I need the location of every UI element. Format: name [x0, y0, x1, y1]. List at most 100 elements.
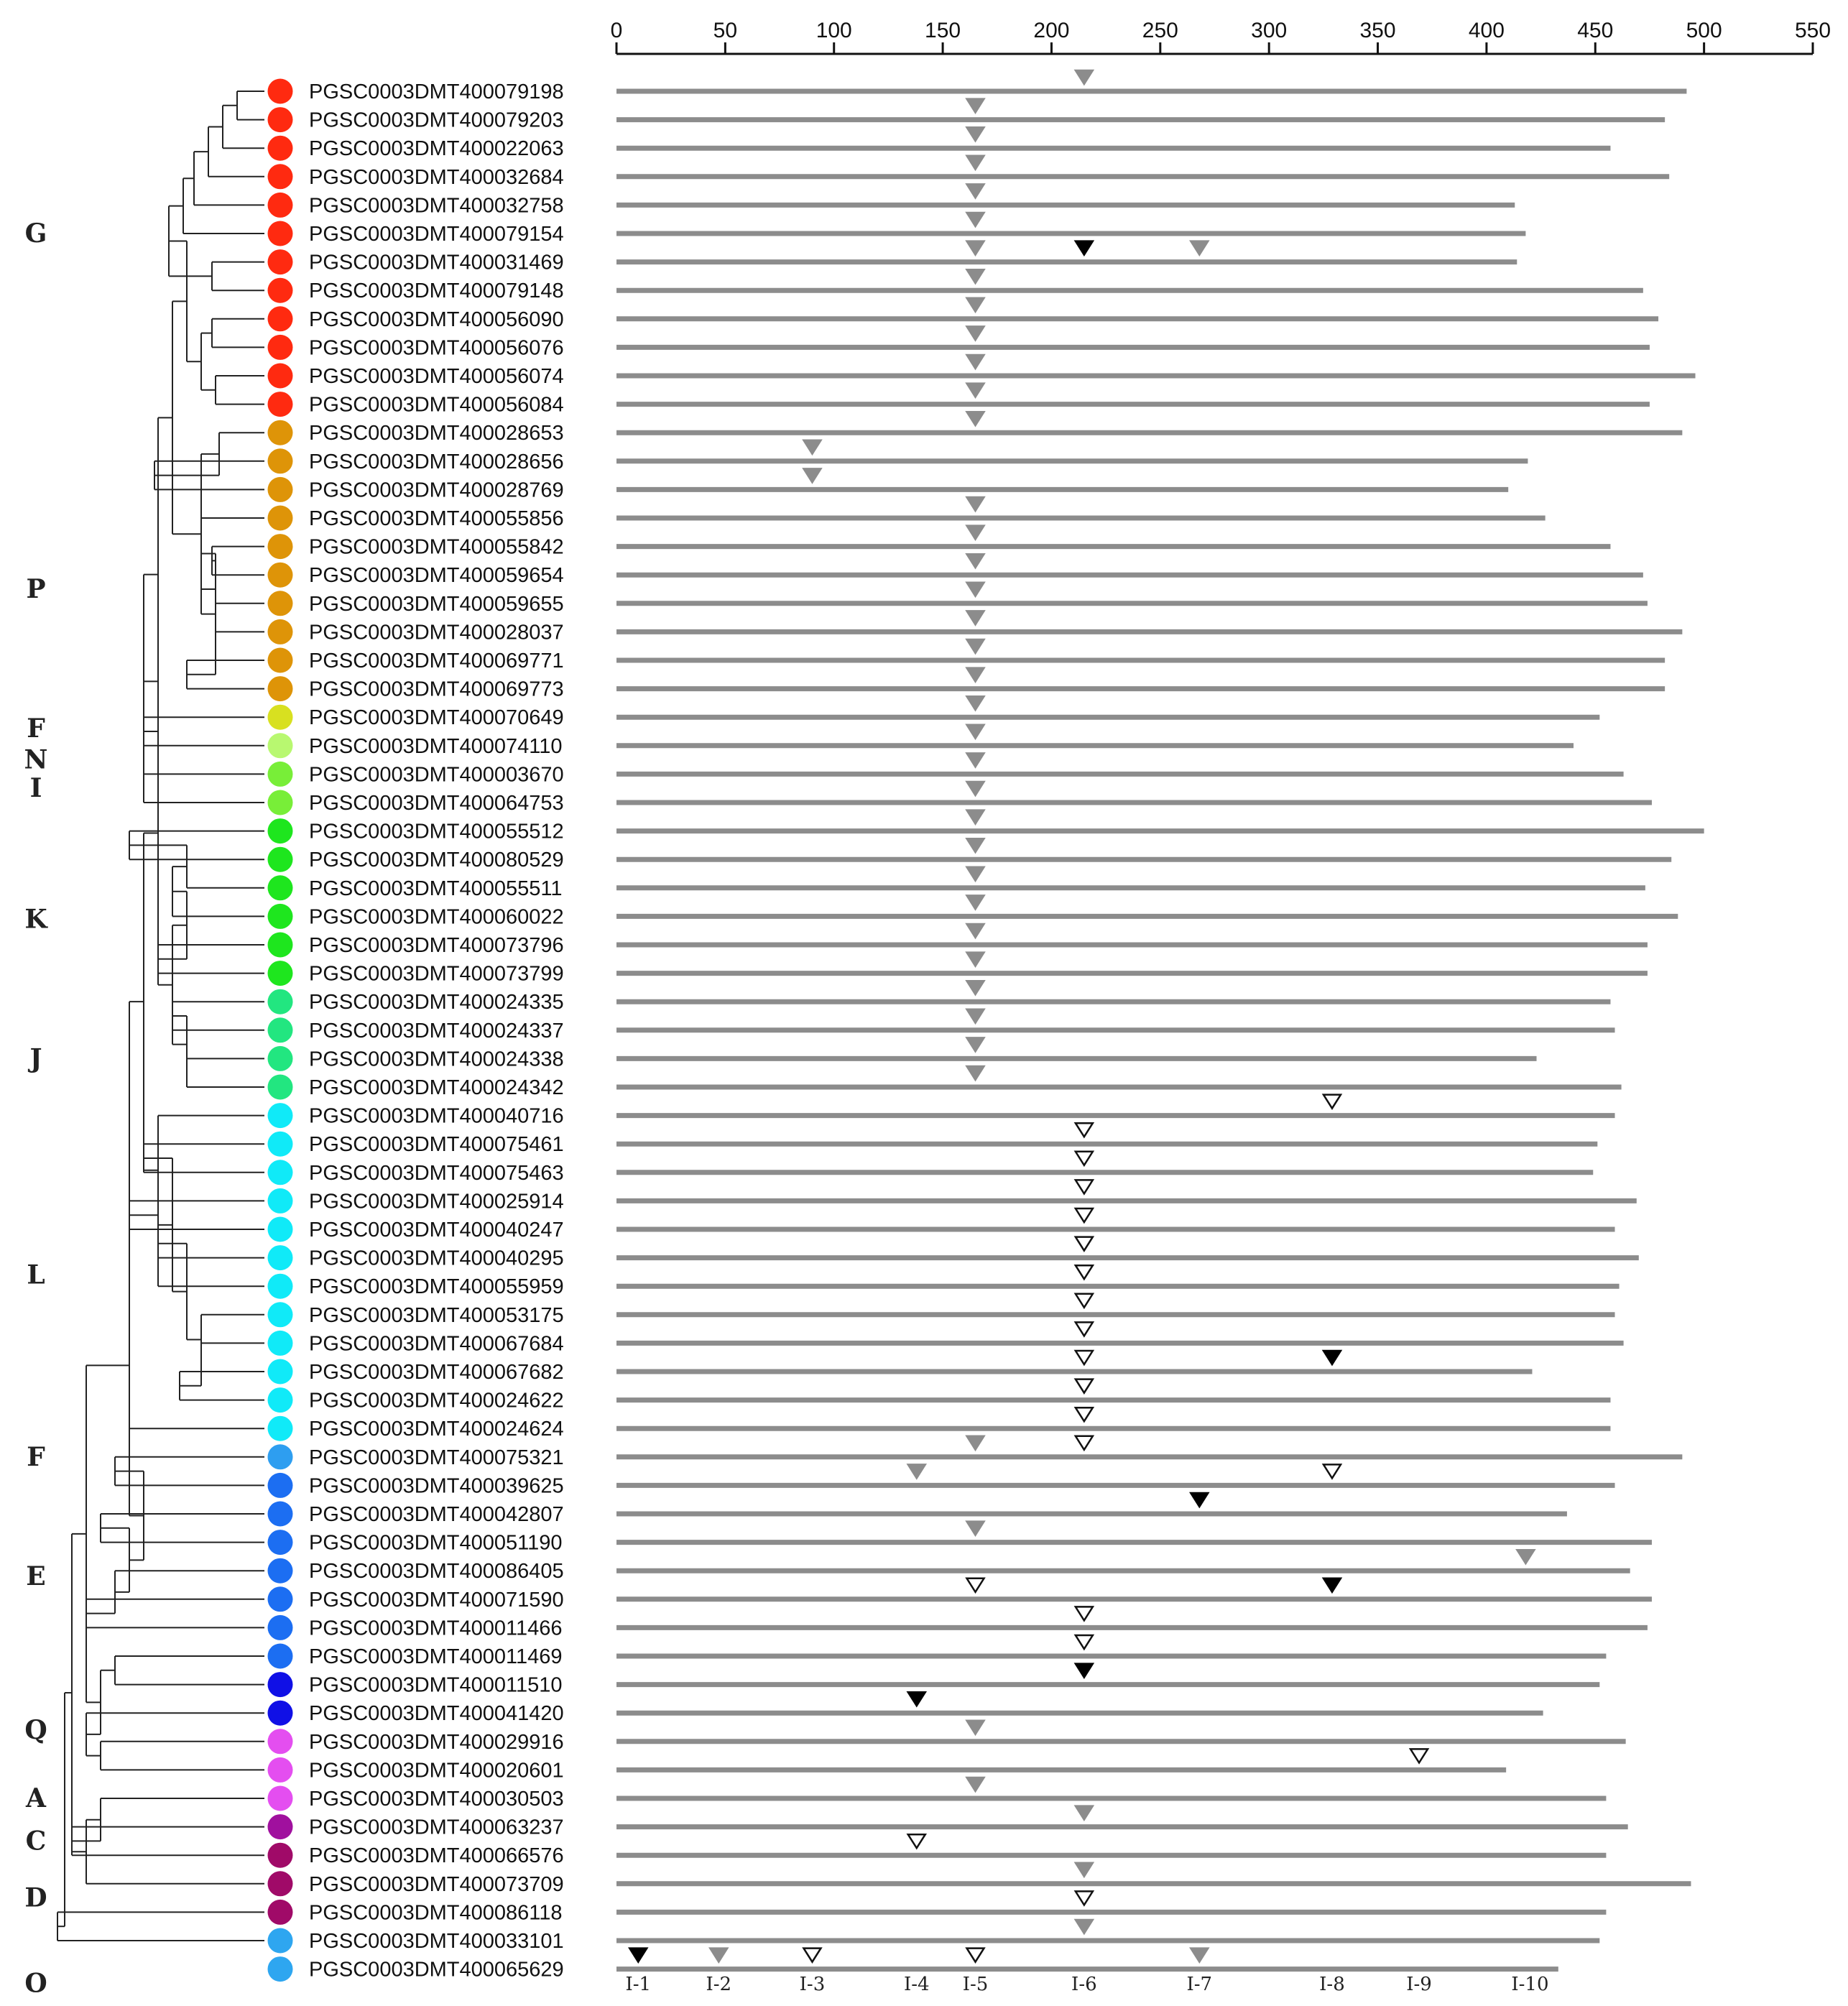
gene-id-label: PGSC0003DMT400030503 — [309, 1788, 564, 1811]
gene-row: PGSC0003DMT400056076 — [267, 325, 1650, 360]
group-color-dot — [267, 591, 293, 616]
group-color-dot — [267, 1103, 293, 1129]
intron-marker-open — [1073, 1207, 1095, 1224]
group-label: Q — [24, 1715, 47, 1745]
gene-row: PGSC0003DMT400056084 — [267, 382, 1650, 417]
group-label: I — [30, 773, 42, 803]
gene-id-label: PGSC0003DMT400071590 — [309, 1589, 564, 1612]
intron-marker-black — [906, 1691, 928, 1708]
gene-id-label: PGSC0003DMT400032758 — [309, 194, 564, 217]
gene-row: PGSC0003DMT400011510 — [267, 1663, 1600, 1698]
gene-row: PGSC0003DMT400024335 — [267, 979, 1611, 1014]
group-color-dot — [267, 1899, 293, 1925]
gene-id-label: PGSC0003DMT400067684 — [309, 1332, 564, 1355]
group-color-dot — [267, 961, 293, 986]
intron-marker-open — [1073, 1150, 1095, 1168]
axis-tick-label: 350 — [1360, 19, 1396, 42]
group-color-dot — [267, 1387, 293, 1413]
group-color-dot — [267, 790, 293, 815]
gene-row: PGSC0003DMT400079198 — [267, 69, 1687, 104]
gene-row: PGSC0003DMT400030503 — [267, 1776, 1607, 1811]
group-color-dot — [267, 1530, 293, 1556]
group-color-dot — [267, 761, 293, 787]
intron-marker-open — [965, 1577, 986, 1594]
gene-row: PGSC0003DMT400065629 — [267, 1947, 1558, 1982]
group-label: D — [24, 1883, 47, 1913]
group-label: N — [24, 745, 48, 775]
intron-marker-open — [1073, 1236, 1095, 1252]
group-color-dot — [267, 1045, 293, 1071]
gene-row: PGSC0003DMT400071590 — [267, 1577, 1652, 1612]
phylogenetic-tree — [57, 91, 264, 1941]
gene-id-label: PGSC0003DMT400056074 — [309, 365, 564, 388]
gene-row: PGSC0003DMT400079154 — [267, 211, 1526, 246]
intron-marker-gray — [965, 353, 986, 371]
group-color-dot — [267, 476, 293, 502]
gene-id-label: PGSC0003DMT400024622 — [309, 1390, 564, 1413]
gene-row: PGSC0003DMT400074110 — [267, 724, 1574, 759]
gene-id-label: PGSC0003DMT400011510 — [309, 1674, 563, 1697]
intron-marker-open — [1073, 1890, 1095, 1907]
gene-id-label: PGSC0003DMT400024338 — [309, 1048, 564, 1071]
intron-marker-open — [1321, 1464, 1343, 1480]
gene-id-label: PGSC0003DMT400075461 — [309, 1133, 564, 1156]
group-color-dot — [267, 818, 293, 844]
intron-marker-gray — [965, 553, 986, 570]
group-color-dot — [267, 1074, 293, 1100]
group-color-dot — [267, 1359, 293, 1385]
group-color-dot — [267, 1928, 293, 1954]
gene-id-label: PGSC0003DMT400060022 — [309, 905, 564, 928]
gene-id-label: PGSC0003DMT400040247 — [309, 1219, 564, 1242]
group-label: C — [26, 1826, 47, 1856]
intron-marker-black — [1189, 1492, 1210, 1509]
group-label: G — [25, 218, 47, 249]
gene-row: PGSC0003DMT400064753 — [267, 780, 1652, 815]
group-color-dot — [267, 1842, 293, 1868]
gene-row: PGSC0003DMT400020601 — [267, 1748, 1507, 1783]
intron-marker-gray — [965, 895, 986, 911]
group-label: F — [27, 1442, 45, 1472]
intron-position-label: I-3 — [800, 1974, 826, 1995]
gene-id-label: PGSC0003DMT400011466 — [309, 1617, 563, 1640]
intron-marker-gray — [1073, 69, 1095, 86]
gene-id-label: PGSC0003DMT400086118 — [309, 1901, 563, 1924]
group-color-dot — [267, 1871, 293, 1897]
gene-row: PGSC0003DMT400067684 — [267, 1321, 1624, 1356]
gene-id-label: PGSC0003DMT400079148 — [309, 279, 564, 302]
gene-id-label: PGSC0003DMT400055959 — [309, 1275, 564, 1298]
gene-row: PGSC0003DMT400033101 — [267, 1918, 1600, 1954]
gene-row: PGSC0003DMT400080529 — [267, 837, 1672, 872]
group-color-dot — [267, 363, 293, 389]
gene-row: PGSC0003DMT400051190 — [267, 1520, 1652, 1556]
gene-row: PGSC0003DMT400040247 — [267, 1207, 1615, 1242]
gene-id-label: PGSC0003DMT400042807 — [309, 1503, 564, 1526]
intron-position-label: I-8 — [1319, 1974, 1345, 1995]
gene-row: PGSC0003DMT400073799 — [267, 951, 1648, 986]
axis-tick-label: 300 — [1251, 19, 1287, 42]
gene-row: PGSC0003DMT400053175 — [267, 1293, 1615, 1328]
group-color-dot — [267, 1188, 293, 1214]
group-color-dot — [267, 1757, 293, 1783]
gene-id-label: PGSC0003DMT400080529 — [309, 849, 564, 872]
intron-marker-open — [802, 1947, 823, 1964]
group-label: L — [27, 1259, 45, 1290]
intron-marker-gray — [802, 439, 823, 456]
group-color-dot — [267, 1245, 293, 1271]
length-axis: 0 50 100 150 200 250 300 350 400 450 500 550 — [611, 19, 1831, 55]
gene-id-label: PGSC0003DMT400055856 — [309, 507, 564, 530]
intron-marker-open — [1073, 1122, 1095, 1139]
gene-id-label: PGSC0003DMT400079198 — [309, 80, 564, 103]
intron-marker-open — [1321, 1094, 1343, 1110]
axis-tick-label: 550 — [1795, 19, 1831, 42]
intron-position-labels: I-1 I-2 I-3 I-4 I-5 I-6 I-7 I-8 I-9 I-10 — [625, 1974, 1548, 1995]
group-color-dot — [267, 221, 293, 246]
group-color-dot — [267, 676, 293, 702]
intron-marker-gray — [965, 211, 986, 228]
intron-marker-black — [628, 1947, 649, 1964]
intron-marker-open — [1408, 1748, 1430, 1765]
intron-marker-open — [906, 1833, 928, 1850]
intron-marker-gray — [965, 752, 986, 769]
intron-marker-gray — [965, 923, 986, 940]
